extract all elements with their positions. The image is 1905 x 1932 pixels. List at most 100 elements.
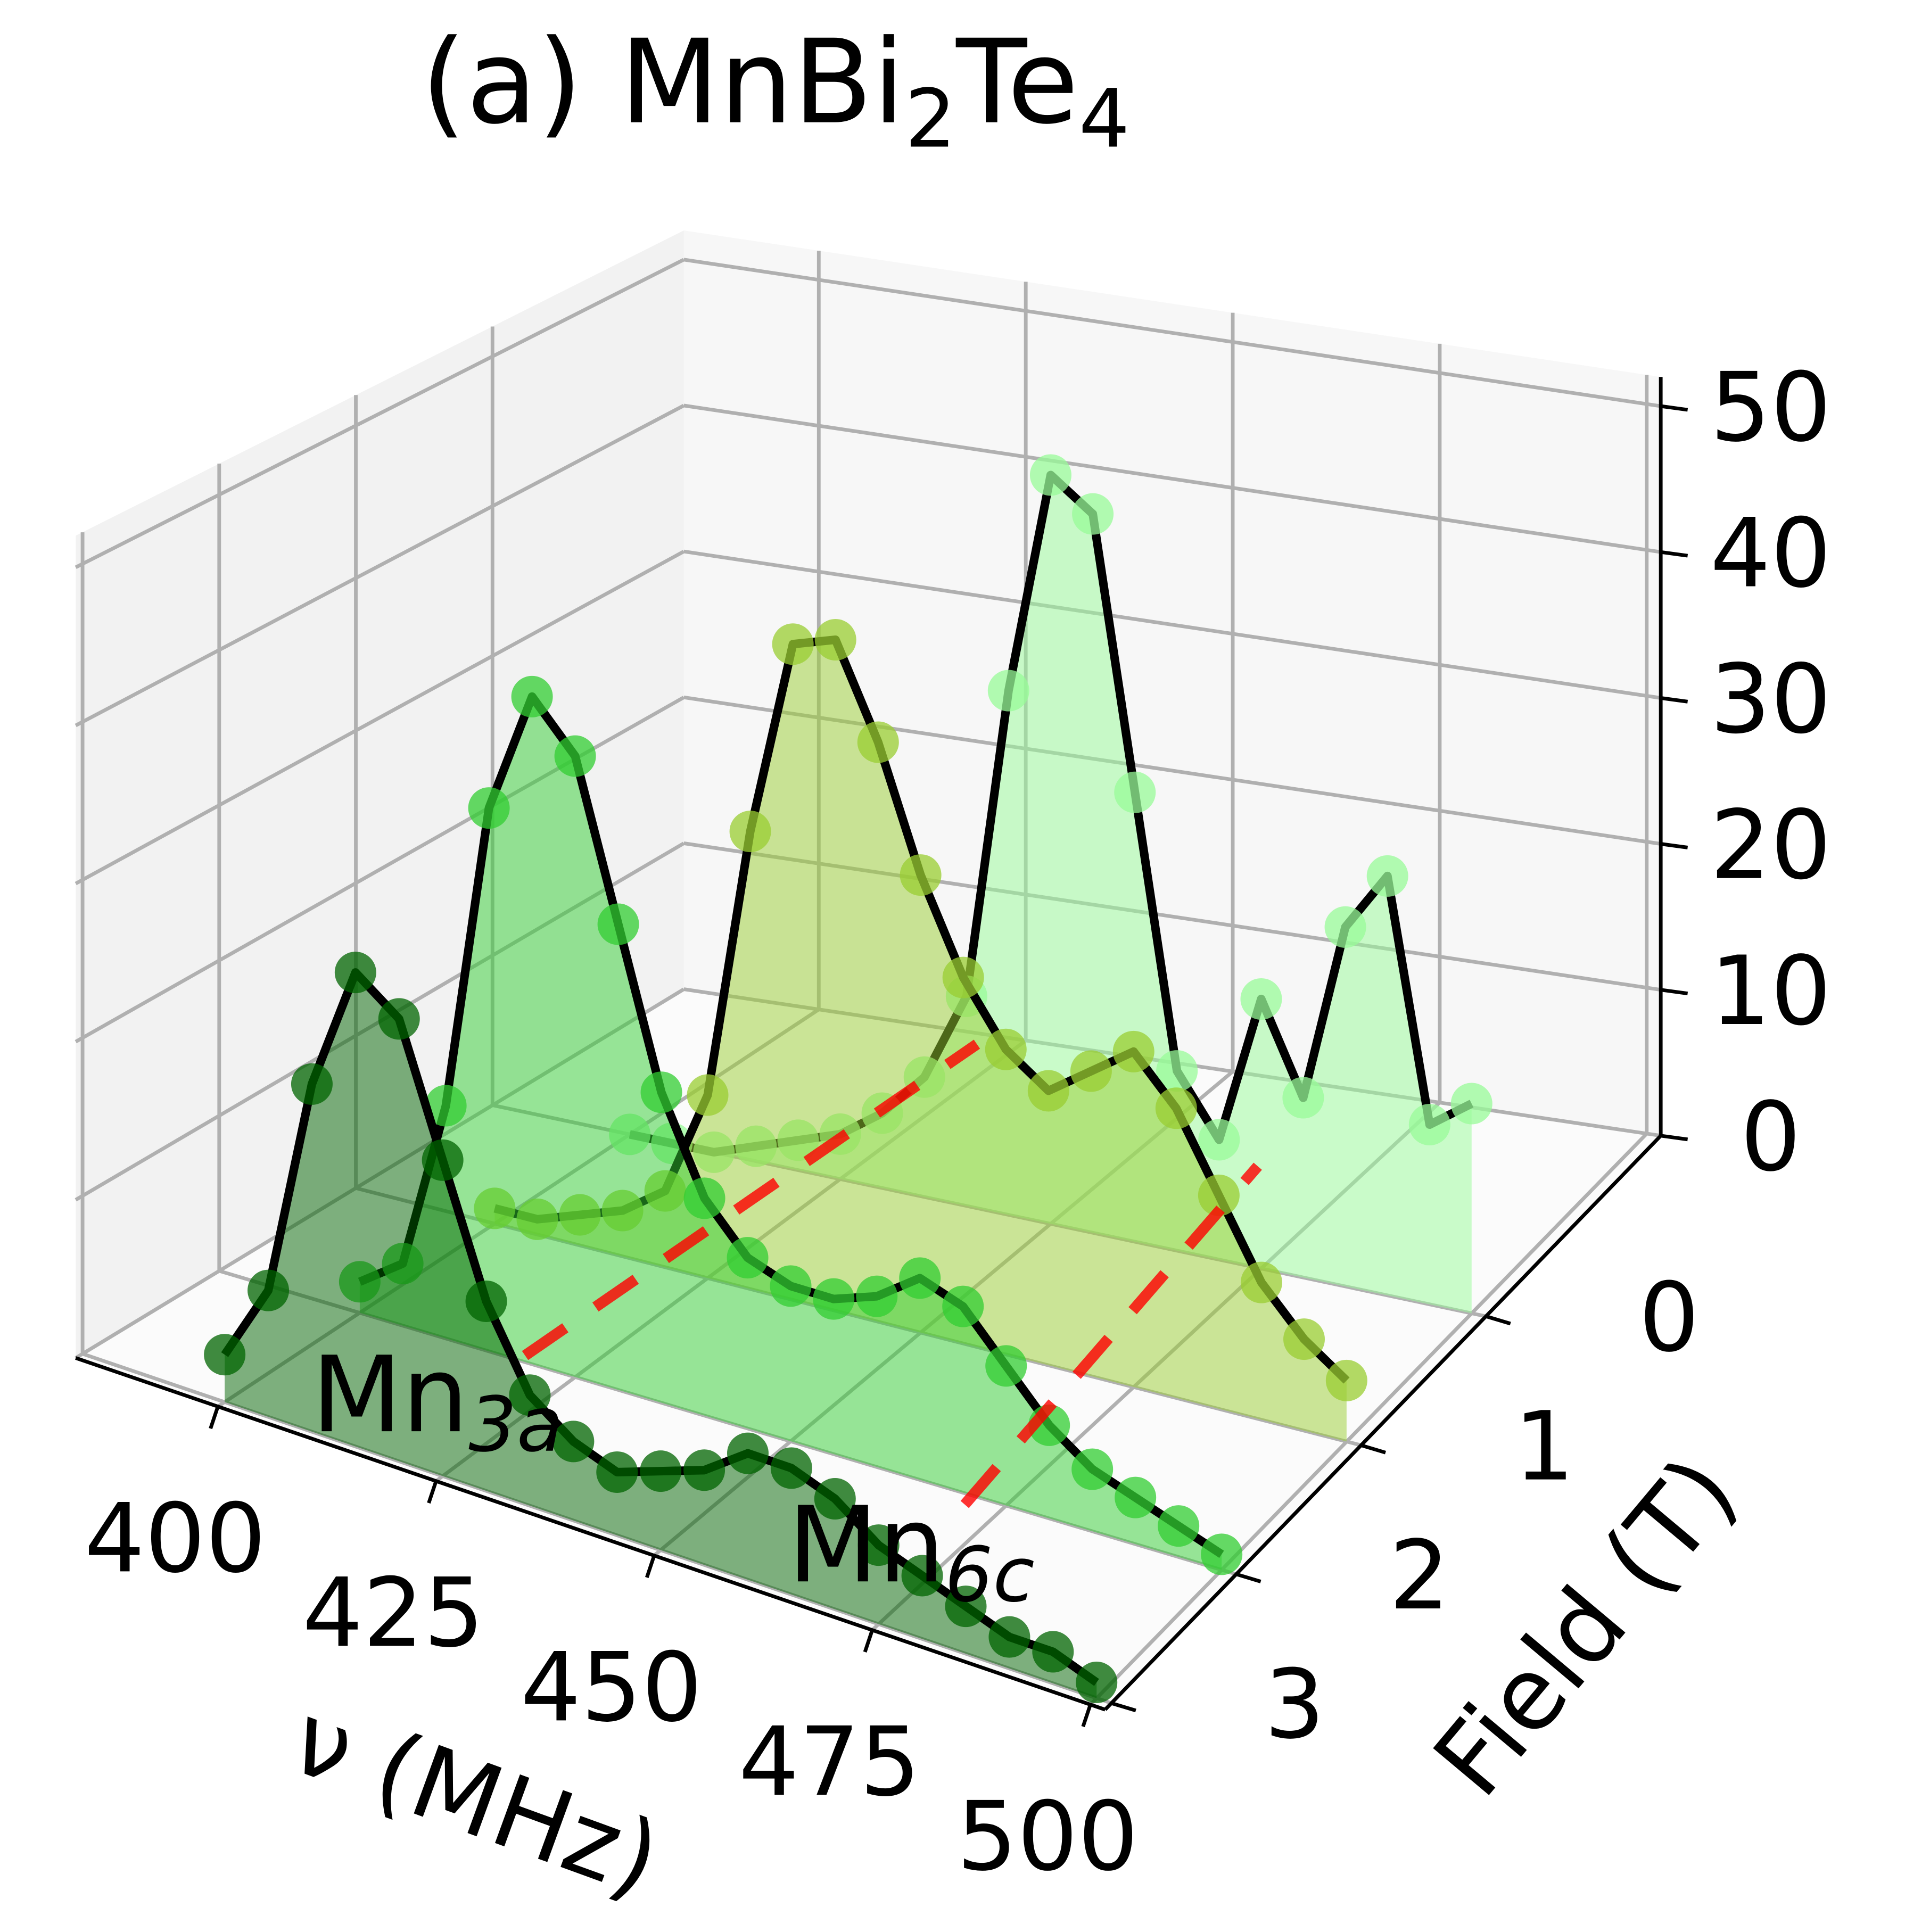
data-point [1029,454,1071,496]
data-point [770,1447,812,1489]
data-point [554,735,596,777]
data-point [1076,1662,1118,1704]
data-point [727,1432,769,1474]
x-tick [863,1629,875,1653]
z-tick [1660,696,1688,704]
data-point [814,618,856,660]
annotation: Mn6c [788,1484,1035,1619]
data-point [1027,1070,1069,1112]
data-point [727,1237,769,1279]
x-tick [427,1480,438,1504]
grid-line [1089,1132,1648,1706]
data-point [378,998,420,1040]
annotation-sub: 6c [945,1531,1035,1619]
data-point [942,1285,984,1327]
z-tick [1660,842,1688,849]
grid-line [683,403,1661,554]
data-point [987,670,1029,712]
grid-line [75,550,685,886]
data-point [945,1586,987,1628]
data-point [422,1139,464,1181]
data-point [857,721,899,763]
data-point [1240,978,1282,1020]
data-point [857,1524,900,1566]
x-tick [645,1555,656,1579]
data-point [1366,855,1408,897]
annotation-text: Mn [788,1484,945,1606]
grid-line [75,258,685,569]
data-point [1032,1631,1074,1673]
y-tick-label: 2 [1389,1521,1450,1631]
data-point [1450,1083,1492,1125]
data-point [729,811,771,853]
data-point [1283,1318,1325,1360]
x-tick [1081,1704,1092,1728]
data-point [856,1275,898,1317]
data-point [1156,1050,1198,1092]
data-point [770,1265,812,1307]
z-tick [1660,404,1688,412]
grid-line [683,258,1661,408]
annotation-sub: 3a [468,1381,563,1469]
data-point [465,1280,507,1322]
data-point [900,854,942,896]
annotation-text: Mn [311,1334,468,1456]
x-tick-label: 500 [956,1781,1139,1892]
data-point [1324,906,1366,948]
y-axis-line [1103,1134,1662,1711]
data-point [1071,1448,1114,1490]
data-point [511,675,553,717]
data-point [814,1477,856,1520]
title-part: Te [955,15,1078,150]
data-point [683,1449,725,1491]
data-point [1072,493,1114,535]
data-point [334,952,376,994]
data-point [1408,1104,1450,1146]
data-point [1115,1476,1157,1518]
data-point [942,956,984,998]
z-tick-label: 30 [1710,645,1832,755]
x-tick-label: 475 [739,1707,921,1818]
x-tick-label: 400 [84,1483,266,1594]
grid-line [75,403,685,728]
data-point [552,1421,595,1463]
data-point [1112,1030,1154,1072]
guide-lines [522,1039,1262,1508]
data-point [899,1257,941,1299]
data-point [1114,771,1156,813]
series-layer [204,454,1492,1704]
data-point [1070,1050,1112,1092]
x-tick-label: 425 [302,1558,484,1669]
data-point [1155,1087,1197,1129]
z-tick-label: 50 [1710,352,1832,463]
y-tick [1360,1443,1387,1455]
data-point [988,1616,1030,1658]
data-point [1198,1174,1240,1216]
data-point [985,1345,1027,1387]
area-fill [225,972,1097,1698]
z-tick [1660,1134,1688,1142]
data-point [248,1269,290,1311]
grid-line [683,549,1661,700]
data-point [772,623,814,665]
annotation: Mn3a [311,1334,563,1469]
y-tick [1110,1701,1136,1713]
data-point [509,1374,551,1416]
y-tick [1485,1314,1511,1326]
guide-line [960,1162,1262,1508]
data-point [425,1085,467,1127]
data-point [1240,1261,1282,1303]
y-tick-label: 0 [1639,1262,1700,1373]
y-tick-label: 1 [1514,1392,1574,1502]
data-point [985,1028,1027,1070]
title-sub: 4 [1078,72,1129,166]
y-tick [1235,1572,1261,1583]
title-sub: 2 [905,72,956,166]
x-axis-line [75,1356,1106,1712]
data-point [204,1334,246,1376]
data-point [1158,1505,1200,1547]
data-point [291,1063,333,1105]
data-point [597,903,639,945]
data-point [1282,1077,1324,1119]
